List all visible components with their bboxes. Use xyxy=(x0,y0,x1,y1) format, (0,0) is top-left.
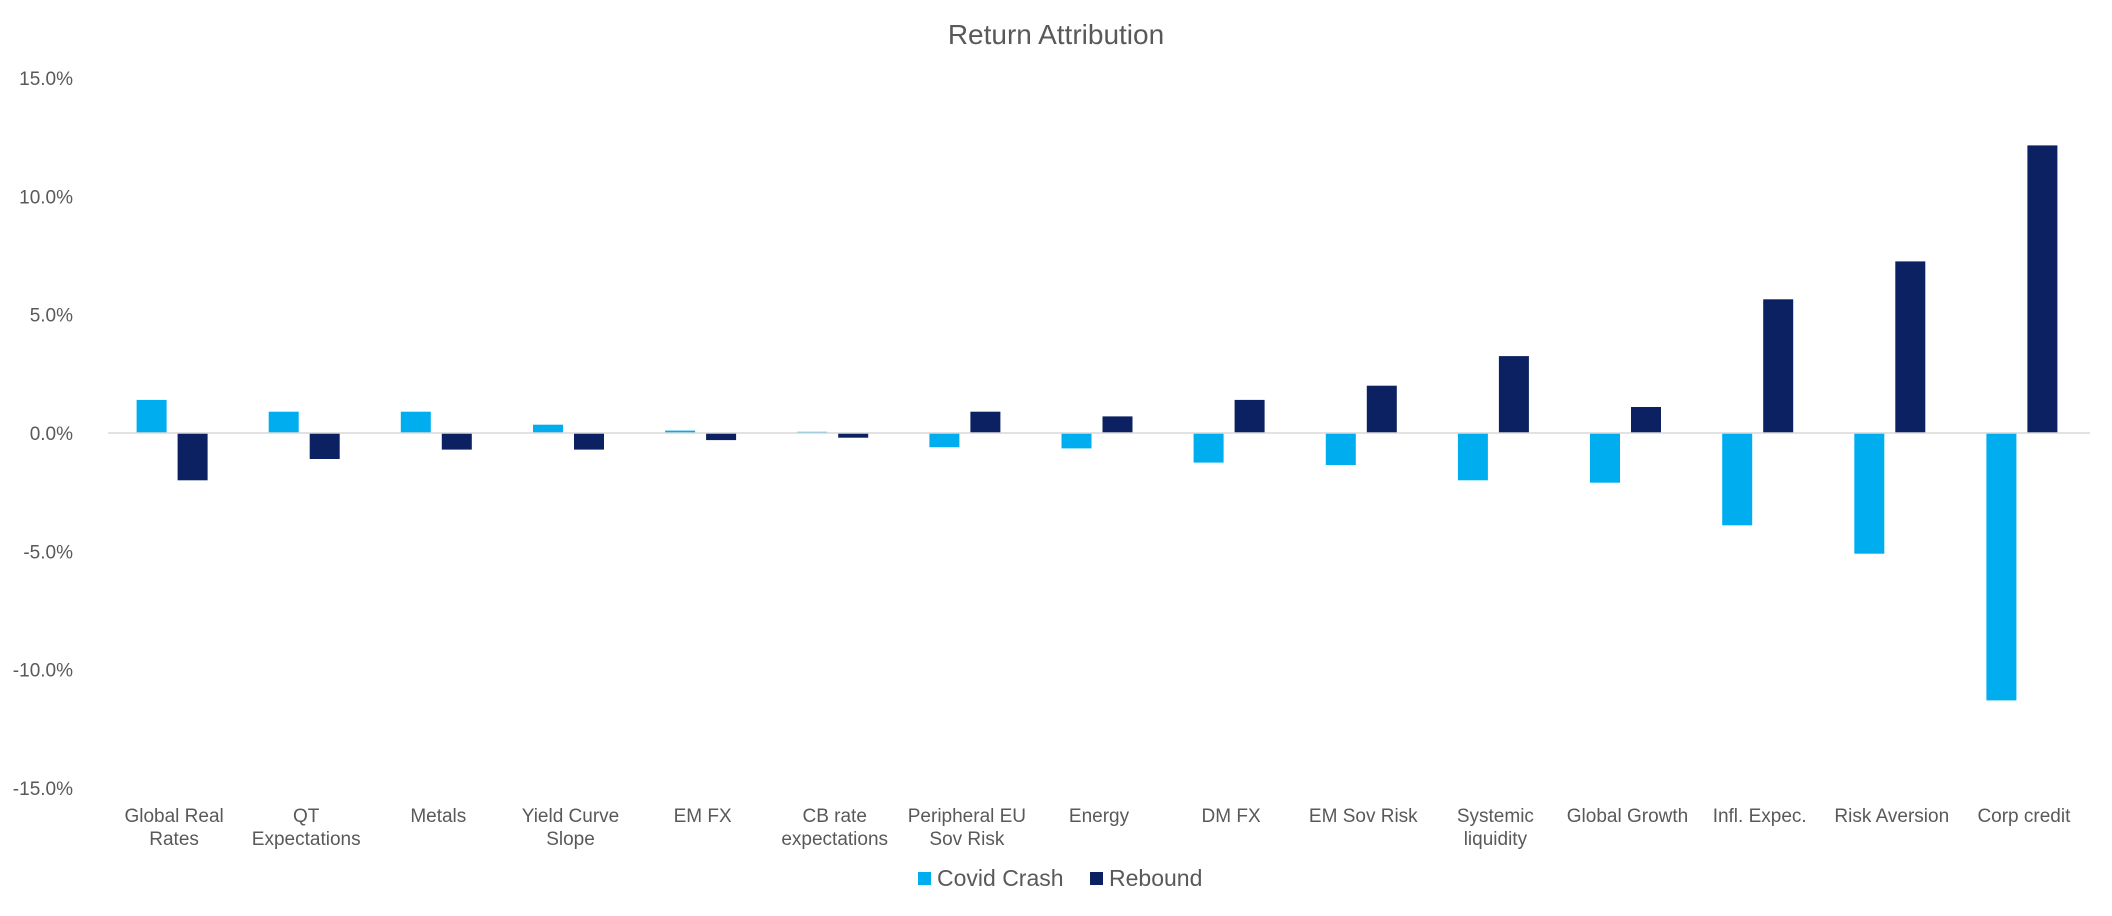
x-category-label: EM FX xyxy=(674,806,732,827)
bar-covid-crash xyxy=(400,411,431,433)
bar-rebound xyxy=(1102,416,1133,433)
bar-rebound xyxy=(2027,145,2058,433)
bar-covid-crash xyxy=(268,411,299,433)
bar-rebound xyxy=(574,433,604,450)
x-category-label: Yield Curve Slope xyxy=(522,806,620,850)
bar-rebound xyxy=(1234,399,1265,433)
legend-item-covid-crash: Covid Crash xyxy=(918,865,1064,891)
x-category-label: Systemic liquidity xyxy=(1457,806,1534,850)
x-category-label: Global Growth xyxy=(1567,806,1688,827)
x-category-label: QT Expectations xyxy=(252,806,361,850)
bar-rebound xyxy=(1895,261,1926,433)
bar-covid-crash xyxy=(136,399,167,433)
bar-covid-crash xyxy=(1325,433,1356,465)
y-tick-label: 5.0% xyxy=(30,306,73,327)
x-category-label: Risk Aversion xyxy=(1834,806,1949,827)
x-category-label: DM FX xyxy=(1202,806,1261,827)
chart-title: Return Attribution xyxy=(948,19,1164,50)
bar-covid-crash xyxy=(1061,433,1092,449)
bar-covid-crash xyxy=(1590,433,1620,483)
bar-covid-crash xyxy=(533,424,563,433)
bar-covid-crash xyxy=(1986,433,2017,701)
x-category-label: Corp credit xyxy=(1977,806,2071,827)
legend-label: Covid Crash xyxy=(937,865,1064,891)
bar-covid-crash xyxy=(665,430,696,433)
legend-label: Rebound xyxy=(1109,865,1202,891)
series-covid-crash xyxy=(136,399,2017,701)
bar-rebound xyxy=(441,433,472,450)
bar-rebound xyxy=(706,433,737,441)
y-tick-label: 0.0% xyxy=(30,424,73,445)
legend-swatch xyxy=(1090,872,1103,885)
bar-covid-crash xyxy=(1193,433,1224,463)
y-tick-label: -5.0% xyxy=(23,542,73,563)
legend-swatch xyxy=(918,872,931,885)
bar-covid-crash xyxy=(929,433,960,448)
y-tick-label: -10.0% xyxy=(13,661,73,682)
x-category-label: Global Real Rates xyxy=(124,806,223,850)
bar-rebound xyxy=(309,433,340,459)
legend: Covid Crash Rebound xyxy=(918,865,1202,891)
legend-item-rebound: Rebound xyxy=(1090,865,1202,891)
y-axis: 15.0% 10.0% 5.0% 0.0% -5.0% -10.0% -15.0% xyxy=(13,69,73,800)
bar-covid-crash xyxy=(1854,433,1885,554)
bar-rebound xyxy=(838,433,869,438)
x-category-label: Peripheral EU Sov Risk xyxy=(908,806,1026,850)
bar-covid-crash xyxy=(1457,433,1488,481)
bar-covid-crash xyxy=(1722,433,1753,526)
bar-rebound xyxy=(177,433,208,481)
bar-rebound xyxy=(1366,385,1397,433)
bar-series xyxy=(136,145,2058,701)
x-category-label: Energy xyxy=(1069,806,1130,827)
bar-rebound xyxy=(1498,356,1529,433)
x-category-label: Infl. Expec. xyxy=(1713,806,1807,827)
series-rebound xyxy=(177,145,2058,481)
bar-rebound xyxy=(1631,407,1661,433)
x-category-label: CB rate expectations xyxy=(781,806,888,850)
bar-rebound xyxy=(970,411,1001,433)
y-tick-label: 15.0% xyxy=(19,69,73,90)
y-tick-label: -15.0% xyxy=(13,779,73,800)
x-category-label: EM Sov Risk xyxy=(1309,806,1418,827)
x-axis: Global Real Rates QT Expectations Metals Yiel… xyxy=(124,806,2071,850)
bar-rebound xyxy=(1763,299,1794,433)
y-tick-label: 10.0% xyxy=(19,187,73,208)
x-category-label: Metals xyxy=(410,806,466,827)
